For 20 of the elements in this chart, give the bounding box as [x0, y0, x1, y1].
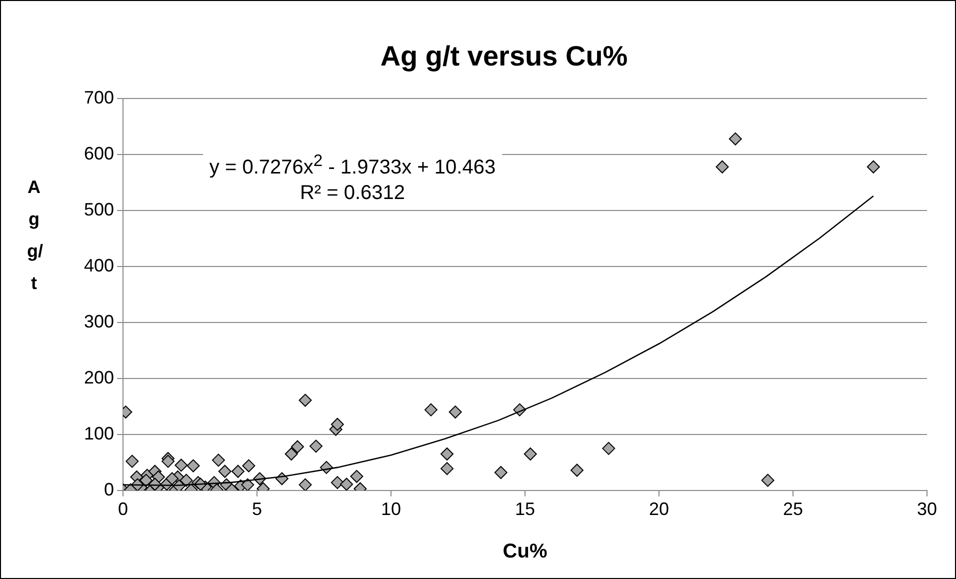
chart-title: Ag g/t versus Cu% — [380, 40, 628, 72]
y-tick-label: 200 — [84, 367, 114, 388]
y-tick-label: 0 — [104, 479, 114, 500]
x-tick-label: 25 — [782, 499, 804, 520]
x-tick-label: 20 — [648, 499, 670, 520]
x-axis-title: Cu% — [502, 540, 548, 563]
y-tick-label: 100 — [84, 423, 114, 444]
x-tick-label: 30 — [916, 499, 938, 520]
x-tick-label: 5 — [252, 499, 262, 520]
y-tick-label: 600 — [84, 144, 114, 164]
y-tick-label: 400 — [84, 255, 114, 276]
x-tick-label: 10 — [381, 499, 402, 520]
y-tick-label: 700 — [84, 88, 114, 108]
y-axis-title: Ag g/t — [27, 176, 43, 295]
y-tick-label: 500 — [84, 200, 114, 220]
annotation: R² = 0.6312 — [298, 181, 406, 206]
y-tick-label: 300 — [84, 311, 114, 332]
annotation: y = 0.7276x$^{2}$ - 1.9733x + 10.463 — [209, 150, 496, 180]
x-tick-label: 15 — [515, 499, 536, 520]
x-tick-label: 0 — [118, 499, 128, 520]
